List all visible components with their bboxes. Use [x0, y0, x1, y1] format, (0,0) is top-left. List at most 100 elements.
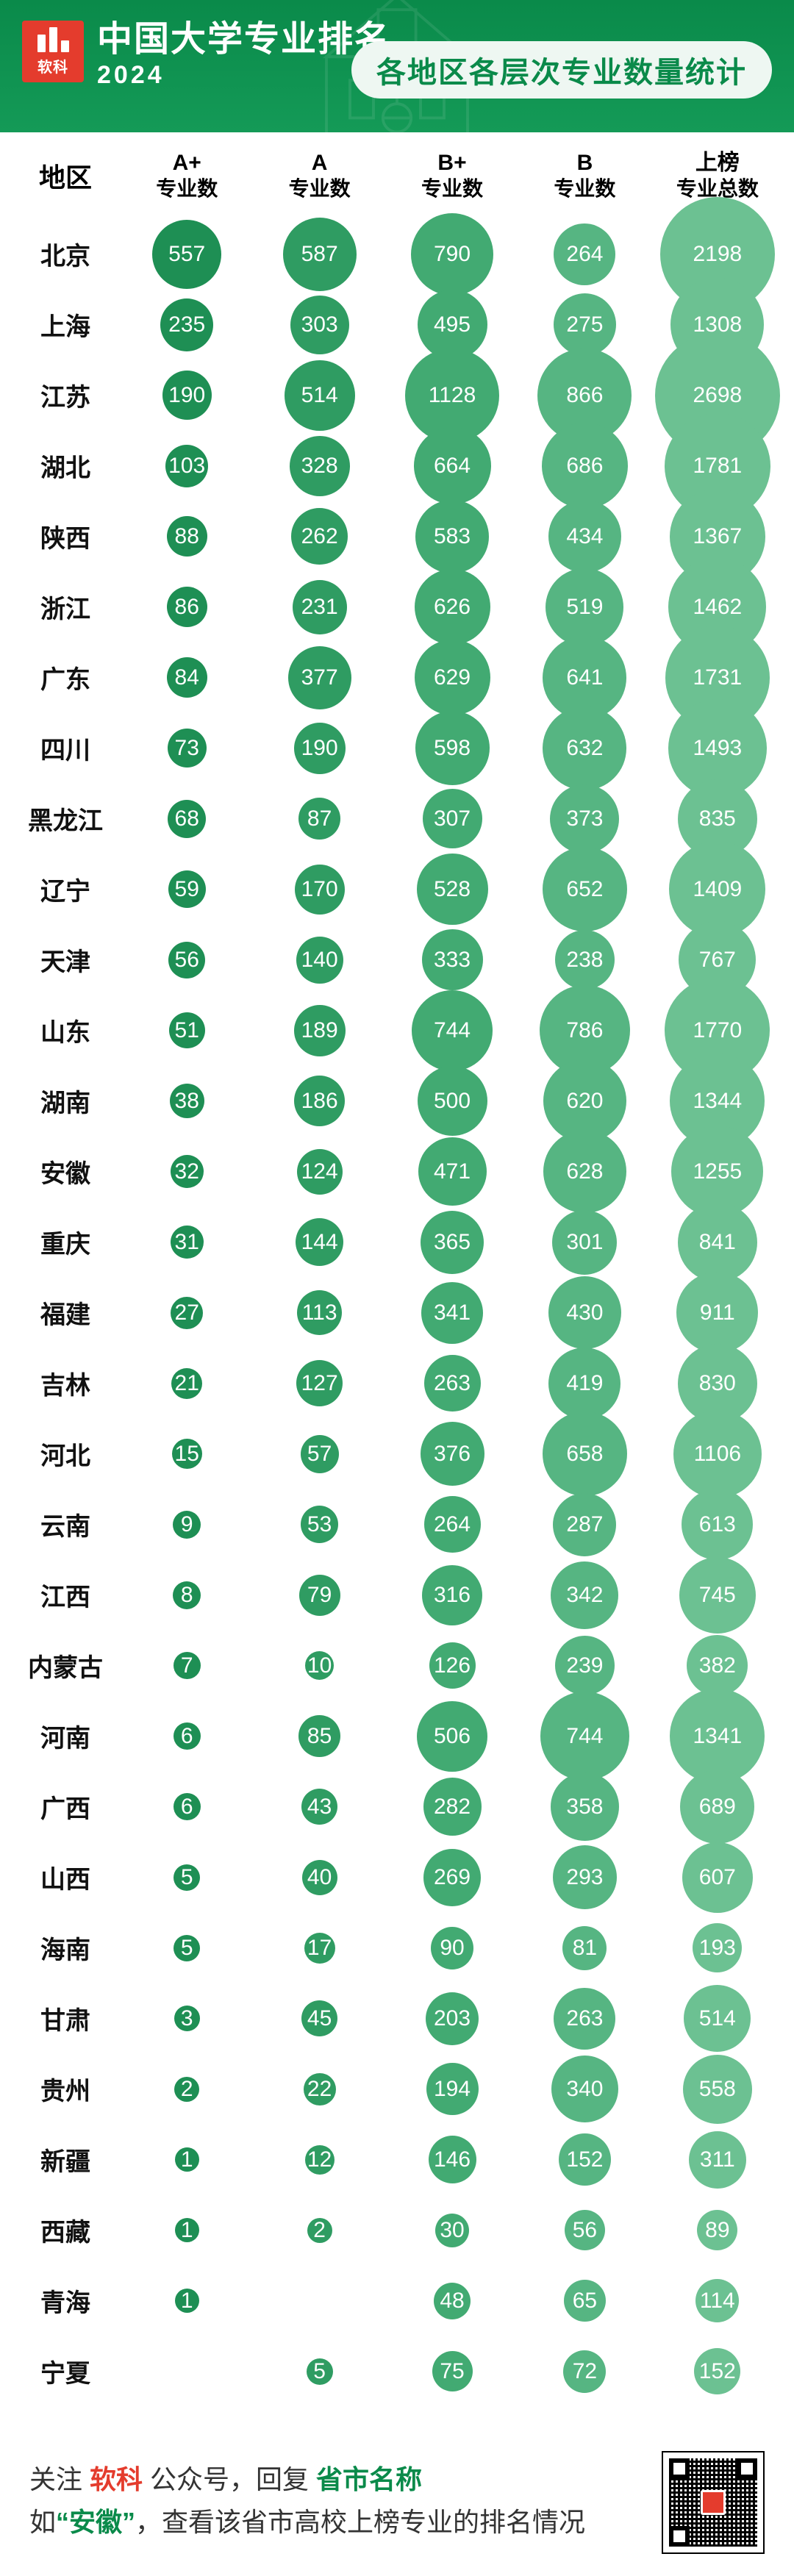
region-label: 宁夏: [10, 2353, 121, 2389]
bubble-a: 85: [298, 1715, 340, 1757]
cell-a: 57: [253, 1435, 385, 1473]
region-label: 吉林: [10, 1365, 121, 1401]
bubble-b_plus: 90: [431, 1927, 473, 1969]
bubble-a: 53: [301, 1506, 338, 1543]
cell-b_plus: 790: [386, 213, 518, 296]
bubble-b: 293: [553, 1845, 617, 1909]
header: 软科 中国大学专业排名 2024 各地区各层次专业数量统计: [0, 0, 794, 132]
cell-a_plus: 3: [121, 2006, 253, 2031]
cell-a: 22: [253, 2073, 385, 2105]
header-b: B专业数: [518, 150, 651, 201]
cell-total: 841: [651, 1203, 784, 1282]
bubble-a_plus: 38: [170, 1084, 204, 1118]
cell-a: 377: [253, 646, 385, 709]
bubble-a_plus: 86: [167, 587, 207, 627]
bubble-a: 231: [293, 580, 347, 634]
bubble-a_plus: 190: [162, 371, 212, 420]
bubble-b_plus: 194: [426, 2063, 479, 2115]
cell-b: 342: [518, 1561, 651, 1629]
cell-b: 686: [518, 423, 651, 509]
bubble-b_plus: 264: [424, 1496, 481, 1553]
cell-a: 127: [253, 1360, 385, 1406]
bubble-a_plus: 557: [152, 220, 221, 289]
cell-total: 114: [651, 2279, 784, 2322]
cell-a: 189: [253, 1005, 385, 1056]
bubble-a: 87: [298, 798, 340, 840]
cell-b: 65: [518, 2280, 651, 2322]
region-label: 山西: [10, 1859, 121, 1895]
region-label: 内蒙古: [10, 1647, 121, 1684]
footer-line1: 关注 软科 公众号，回复 省市名称: [29, 2458, 765, 2497]
bubble-b_plus: 629: [415, 640, 490, 715]
cell-a_plus: 235: [121, 298, 253, 351]
cell-a_plus: 9: [121, 1511, 253, 1539]
bubble-a: 328: [290, 436, 350, 496]
cell-total: 514: [651, 1985, 784, 2052]
cell-a: 12: [253, 2145, 385, 2175]
cell-b_plus: 528: [386, 854, 518, 925]
bubble-b_plus: 598: [415, 711, 490, 785]
bubble-a_plus: 56: [168, 942, 205, 978]
table-row: 安徽321244716281255: [10, 1137, 784, 1207]
cell-a: 140: [253, 937, 385, 984]
cell-b: 358: [518, 1772, 651, 1841]
page-year: 2024: [97, 61, 391, 90]
bubble-b: 239: [555, 1636, 615, 1695]
bubble-a: 303: [290, 296, 349, 354]
bubble-b_plus: 583: [415, 500, 489, 573]
cell-a_plus: 21: [121, 1368, 253, 1399]
region-label: 湖北: [10, 448, 121, 484]
cell-a: 87: [253, 798, 385, 840]
bubble-a_plus: 3: [174, 2006, 200, 2031]
cell-b_plus: 282: [386, 1778, 518, 1836]
cell-b: 519: [518, 568, 651, 646]
cell-total: 558: [651, 2055, 784, 2124]
bubble-b_plus: 282: [423, 1778, 482, 1836]
table-row: 吉林21127263419830: [10, 1348, 784, 1419]
cell-b: 301: [518, 1210, 651, 1275]
region-label: 海南: [10, 1930, 121, 1966]
page-title: 中国大学专业排名: [97, 21, 391, 60]
cell-b_plus: 664: [386, 427, 518, 504]
bubble-b_plus: 626: [415, 569, 490, 645]
cell-total: 193: [651, 1923, 784, 1972]
bubble-b: 56: [565, 2210, 605, 2250]
cell-b: 152: [518, 2133, 651, 2186]
cell-b: 287: [518, 1493, 651, 1556]
cell-b: 264: [518, 223, 651, 285]
table-row: 河南6855067441341: [10, 1701, 784, 1772]
bubble-b_plus: 528: [417, 854, 488, 925]
bubble-a_plus: 84: [167, 657, 207, 698]
region-label: 福建: [10, 1295, 121, 1331]
bubble-a: 40: [302, 1860, 337, 1895]
bubble-a_plus: 1: [175, 2218, 199, 2242]
bubble-a: 2: [307, 2218, 332, 2243]
cell-a_plus: 1: [121, 2218, 253, 2242]
bubble-total: 1106: [673, 1410, 762, 1498]
cell-b_plus: 744: [386, 990, 518, 1071]
region-label: 云南: [10, 1506, 121, 1542]
bubble-b: 744: [540, 1692, 629, 1781]
bubble-table: 地区 A+专业数A专业数B+专业数B专业数上榜专业总数 北京5575877902…: [0, 132, 794, 2429]
footer-kw-province: 省市名称: [316, 2464, 422, 2494]
cell-a_plus: 32: [121, 1155, 253, 1188]
cell-a_plus: 84: [121, 657, 253, 698]
bubble-b_plus: 365: [421, 1211, 484, 1274]
bubble-a_plus: 51: [169, 1012, 205, 1048]
bubble-a_plus: 5: [174, 1864, 200, 1891]
cell-total: 311: [651, 2131, 784, 2189]
bubble-a: 113: [297, 1290, 342, 1335]
cell-b_plus: 75: [386, 2351, 518, 2391]
bubble-b: 652: [543, 847, 627, 931]
table-row: 辽宁591705286521409: [10, 854, 784, 925]
bubble-b: 264: [554, 223, 615, 285]
bubble-b_plus: 341: [421, 1282, 483, 1344]
cell-a: 45: [253, 2000, 385, 2036]
bubble-a_plus: 32: [171, 1155, 204, 1188]
bubble-total: 311: [689, 2131, 746, 2189]
bubble-a: 587: [283, 218, 357, 291]
bubble-b: 419: [548, 1348, 620, 1420]
bubble-b_plus: 146: [429, 2136, 476, 2183]
table-row: 重庆31144365301841: [10, 1207, 784, 1278]
region-label: 广东: [10, 659, 121, 695]
